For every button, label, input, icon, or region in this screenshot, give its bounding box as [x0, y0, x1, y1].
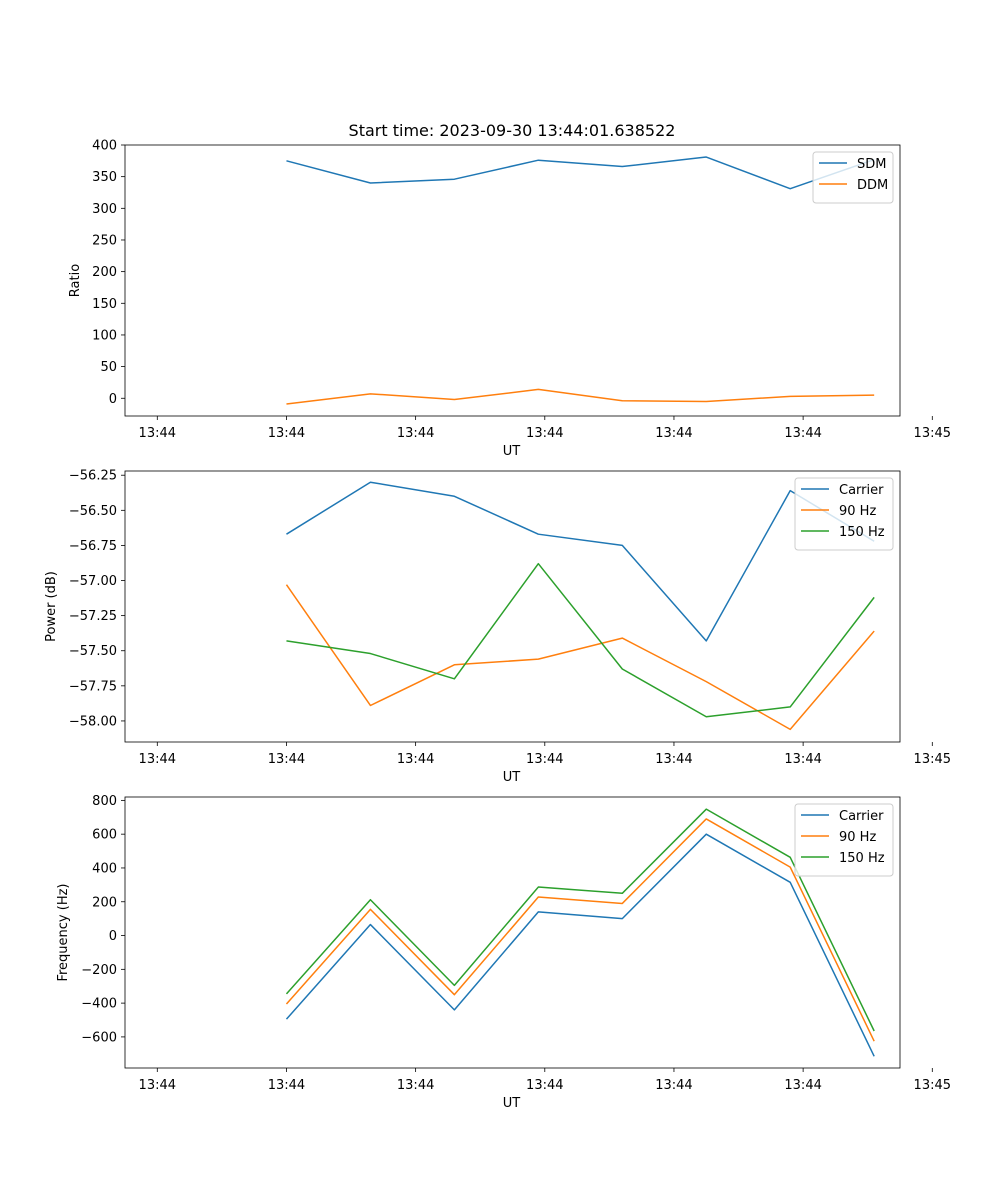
- ratio-x-axis-label: UT: [503, 444, 521, 459]
- power-axes-frame: [124, 470, 901, 743]
- frequency-series-line-carrier: [285, 833, 875, 1057]
- power-y-tick-label: −57.75: [69, 679, 117, 694]
- frequency-y-tick-label: 400: [92, 861, 117, 876]
- ratio-y-tick-label: 300: [92, 202, 117, 217]
- power-x-tick-label: 13:45: [914, 752, 951, 767]
- ratio-y-tick-label: 0: [109, 392, 117, 407]
- power-y-tick-label: −56.50: [69, 504, 117, 519]
- power-legend-label: 90 Hz: [839, 504, 876, 519]
- power-x-tick-label: 13:44: [268, 752, 305, 767]
- ratio-y-tick-label: 150: [92, 297, 117, 312]
- power-legend-label: Carrier: [839, 483, 884, 498]
- ratio-x-tick-label: 13:44: [268, 426, 305, 441]
- ratio-panel: 13:44 13:44 13:44 13:44 13:44 13:44 13:45 0 50 10…: [68, 139, 951, 460]
- power-x-tick-label: 13:44: [655, 752, 692, 767]
- ratio-x-tick-label: 13:44: [139, 426, 176, 441]
- frequency-y-tick-label: 800: [92, 794, 117, 809]
- frequency-legend-box: [794, 803, 894, 877]
- ratio-x-tick-label: 13:44: [397, 426, 434, 441]
- frequency-series-line-90-hz: [285, 818, 875, 1042]
- ratio-legend: SDM DDM: [812, 151, 894, 204]
- power-series-line-150-hz: [286, 562, 875, 718]
- ratio-y-tick-label: 100: [92, 328, 117, 343]
- ratio-y-axis-label: Ratio: [68, 264, 83, 297]
- power-y-tick-label: −57.25: [69, 609, 117, 624]
- frequency-axes-frame: [124, 796, 901, 1069]
- frequency-x-axis-label: UT: [503, 1096, 521, 1111]
- chart-title: Start time: 2023-09-30 13:44:01.638522: [349, 121, 676, 140]
- frequency-panel: 13:44 13:44 13:44 13:44 13:44 13:44 13:45 −600 −…: [56, 794, 951, 1111]
- power-y-tick-label: −58.00: [69, 714, 117, 729]
- power-series-line-90-hz: [285, 584, 875, 731]
- ratio-legend-label: SDM: [857, 157, 886, 172]
- power-series-line-carrier: [286, 481, 875, 642]
- frequency-x-tick-label: 13:44: [139, 1078, 176, 1093]
- ratio-series-line-sdm: [286, 156, 875, 190]
- frequency-x-tick-label: 13:44: [655, 1078, 692, 1093]
- ratio-legend-box: [812, 151, 894, 204]
- frequency-y-axis-label: Frequency (Hz): [56, 883, 71, 981]
- power-y-tick-label: −57.00: [69, 574, 117, 589]
- power-panel: 13:44 13:44 13:44 13:44 13:44 13:44 13:45 −58.0…: [44, 469, 951, 785]
- ratio-x-tick-label: 13:45: [914, 426, 951, 441]
- frequency-y-tick-label: −600: [81, 1030, 117, 1045]
- power-x-tick-label: 13:44: [139, 752, 176, 767]
- frequency-y-tick-label: 0: [109, 929, 117, 944]
- frequency-x-tick-label: 13:44: [268, 1078, 305, 1093]
- ratio-axes-frame: [124, 144, 901, 417]
- ratio-x-tick-label: 13:44: [784, 426, 821, 441]
- power-legend-label: 150 Hz: [839, 525, 885, 540]
- ratio-legend-label: DDM: [857, 178, 888, 193]
- frequency-y-tick-label: −200: [81, 963, 117, 978]
- frequency-x-tick-label: 13:44: [397, 1078, 434, 1093]
- frequency-x-tick-label: 13:44: [526, 1078, 563, 1093]
- frequency-y-tick-label: 600: [92, 828, 117, 843]
- ratio-series-line-ddm: [286, 388, 875, 405]
- frequency-y-tick-label: 200: [92, 895, 117, 910]
- ratio-y-tick-label: 350: [92, 170, 117, 185]
- power-y-tick-label: −56.75: [69, 539, 117, 554]
- ratio-y-tick-label: 50: [100, 360, 117, 375]
- ratio-x-tick-label: 13:44: [655, 426, 692, 441]
- power-x-axis-label: UT: [503, 770, 521, 785]
- frequency-legend-label: 90 Hz: [839, 830, 876, 845]
- frequency-x-tick-label: 13:44: [784, 1078, 821, 1093]
- frequency-x-tick-label: 13:45: [914, 1078, 951, 1093]
- ratio-y-tick-label: 400: [92, 139, 117, 154]
- frequency-y-tick-label: −400: [81, 997, 117, 1012]
- power-y-tick-label: −57.50: [69, 644, 117, 659]
- ratio-y-tick-label: 250: [92, 233, 117, 248]
- frequency-legend-label: Carrier: [839, 809, 884, 824]
- power-x-tick-label: 13:44: [526, 752, 563, 767]
- power-y-tick-label: −56.25: [69, 469, 117, 484]
- power-x-tick-label: 13:44: [784, 752, 821, 767]
- power-legend: Carrier 90 Hz 150 Hz: [794, 477, 894, 551]
- frequency-series-line-150-hz: [285, 808, 875, 1032]
- ratio-y-tick-label: 200: [92, 265, 117, 280]
- ratio-x-tick-label: 13:44: [526, 426, 563, 441]
- power-y-axis-label: Power (dB): [44, 571, 59, 642]
- frequency-legend: Carrier 90 Hz 150 Hz: [794, 803, 894, 877]
- power-legend-box: [794, 477, 894, 551]
- power-x-tick-label: 13:44: [397, 752, 434, 767]
- frequency-legend-label: 150 Hz: [839, 851, 885, 866]
